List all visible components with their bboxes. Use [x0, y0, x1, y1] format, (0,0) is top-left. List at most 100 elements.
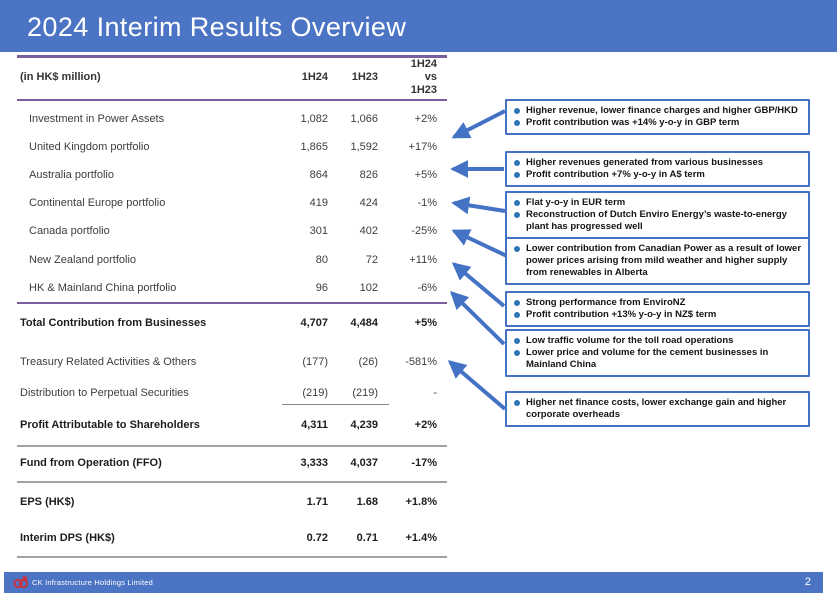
value-change: -581%: [405, 356, 437, 368]
value-1h23: 826: [359, 169, 378, 181]
value-1h23: 4,037: [350, 457, 378, 469]
callout-box: Higher revenue, lower finance charges an…: [505, 99, 810, 135]
value-1h23: 1,592: [350, 141, 378, 153]
table-row: Continental Europe portfolio 419 424 -1%: [0, 194, 460, 212]
row-label: New Zealand portfolio: [29, 254, 137, 266]
callout-text: Profit contribution +7% y-o-y in A$ term: [526, 169, 705, 180]
callout-bullet: Lower contribution from Canadian Power a…: [513, 243, 802, 279]
value-change: +17%: [408, 141, 437, 153]
column-header-change-line: vs: [424, 71, 437, 83]
row-label: Interim DPS (HK$): [20, 532, 115, 544]
row-label: EPS (HK$): [20, 496, 75, 508]
callout-text: Reconstruction of Dutch Enviro Energy’s …: [526, 209, 787, 232]
table-row: Total Contribution from Businesses 4,707 4…: [0, 314, 460, 332]
callout-text: Profit contribution was +14% y-o-y in GB…: [526, 117, 740, 128]
value-change: -1%: [417, 197, 437, 209]
column-header-change: 1H24 vs 1H23: [350, 58, 437, 97]
table-row: EPS (HK$) 1.71 1.68 +1.8%: [0, 493, 460, 511]
row-label: Canada portfolio: [29, 225, 110, 237]
callout-bullet: Flat y-o-y in EUR term: [513, 197, 802, 209]
callout-box: Higher net finance costs, lower exchange…: [505, 391, 810, 427]
value-1h24: 80: [315, 254, 328, 266]
table-top-rule: [17, 55, 447, 58]
value-1h24: 301: [309, 225, 328, 237]
callout-bullet: Higher net finance costs, lower exchange…: [513, 397, 802, 421]
value-1h24: 0.72: [306, 532, 328, 544]
callout-bullet: Higher revenue, lower finance charges an…: [513, 105, 802, 117]
table-divider: [17, 481, 447, 483]
value-1h24: 1,082: [300, 113, 328, 125]
row-label: United Kingdom portfolio: [29, 141, 150, 153]
callout-bullet: Low traffic volume for the toll road ope…: [513, 335, 802, 347]
callout-text: Profit contribution +13% y-o-y in NZ$ te…: [526, 309, 717, 320]
value-1h24: 1.71: [306, 496, 328, 508]
row-label: HK & Mainland China portfolio: [29, 282, 177, 294]
callout-text: Higher revenues generated from various b…: [526, 157, 764, 168]
row-label: Continental Europe portfolio: [29, 197, 166, 209]
column-header-change-line: 1H23: [410, 84, 437, 96]
callout-text: Low traffic volume for the toll road ope…: [526, 335, 734, 346]
value-1h23: 0.71: [356, 532, 378, 544]
value-change: +2%: [414, 113, 437, 125]
callout-text: Higher net finance costs, lower exchange…: [526, 397, 787, 420]
value-change: +1.4%: [405, 532, 438, 544]
bullet-icon: [514, 172, 520, 178]
value-1h24: 3,333: [300, 457, 328, 469]
value-1h23: 402: [359, 225, 378, 237]
bullet-icon: [514, 160, 520, 166]
table-divider: [17, 445, 447, 447]
bullet-icon: [514, 246, 520, 252]
callout-text: Higher revenue, lower finance charges an…: [526, 105, 798, 116]
table-row: New Zealand portfolio 80 72 +11%: [0, 251, 460, 269]
table-section-rule: [17, 302, 447, 304]
callout-bullet: Strong performance from EnviroNZ: [513, 297, 802, 309]
callout-bullet: Profit contribution +7% y-o-y in A$ term: [513, 169, 802, 181]
value-change: -: [433, 387, 437, 399]
table-row: Treasury Related Activities & Others (177…: [0, 353, 460, 371]
value-1h24: (177): [302, 356, 328, 368]
callout-text: Lower price and volume for the cement bu…: [526, 347, 769, 370]
value-change: +1.8%: [405, 496, 438, 508]
page-title: 2024 Interim Results Overview: [27, 12, 407, 42]
table-unit-label: (in HK$ million): [20, 71, 101, 83]
row-label: Investment in Power Assets: [29, 113, 165, 125]
value-1h23: 4,484: [350, 317, 378, 329]
callout-arrow: [451, 229, 510, 259]
bullet-icon: [514, 120, 520, 126]
footer-company-name: CK Infrastructure Holdings Limited: [32, 578, 154, 587]
callout-box: Flat y-o-y in EUR term Reconstruction of …: [505, 191, 810, 239]
value-1h24: 419: [309, 197, 328, 209]
table-row: Interim DPS (HK$) 0.72 0.71 +1.4%: [0, 529, 460, 547]
value-1h24: 4,707: [300, 317, 328, 329]
page-number: 2: [804, 576, 811, 588]
value-change: +11%: [409, 254, 437, 266]
footer-bar: CK Infrastructure Holdings Limited 2: [4, 572, 823, 593]
table-row: Canada portfolio 301 402 -25%: [0, 222, 460, 240]
column-header-1h23: 1H23: [351, 71, 378, 83]
row-label: Total Contribution from Businesses: [20, 317, 207, 329]
value-1h23: 424: [359, 197, 378, 209]
value-1h24: 864: [309, 169, 328, 181]
table-row: Profit Attributable to Shareholders 4,311…: [0, 416, 460, 434]
bullet-icon: [514, 350, 520, 356]
callout-arrow: [451, 262, 506, 308]
row-label: Australia portfolio: [29, 169, 114, 181]
value-change: -25%: [411, 225, 437, 237]
callout-box: Strong performance from EnviroNZ Profit c…: [505, 291, 810, 327]
callout-box: Low traffic volume for the toll road ope…: [505, 329, 810, 377]
subtotal-underline: [282, 404, 389, 405]
row-label: Treasury Related Activities & Others: [20, 356, 197, 368]
table-row: United Kingdom portfolio 1,865 1,592 +17%: [0, 138, 460, 156]
table-row: Australia portfolio 864 826 +5%: [0, 166, 460, 184]
callout-bullet: Reconstruction of Dutch Enviro Energy’s …: [513, 209, 802, 233]
bullet-icon: [514, 300, 520, 306]
bullet-icon: [514, 400, 520, 406]
table-row: Investment in Power Assets 1,082 1,066 +2%: [0, 110, 460, 128]
bullet-icon: [514, 312, 520, 318]
table-row: HK & Mainland China portfolio 96 102 -6%: [0, 279, 460, 297]
callout-arrow: [451, 109, 506, 139]
value-1h24: 96: [315, 282, 328, 294]
value-change: +5%: [414, 317, 437, 329]
value-1h24: (219): [302, 387, 328, 399]
table-header-rule: [17, 99, 447, 101]
